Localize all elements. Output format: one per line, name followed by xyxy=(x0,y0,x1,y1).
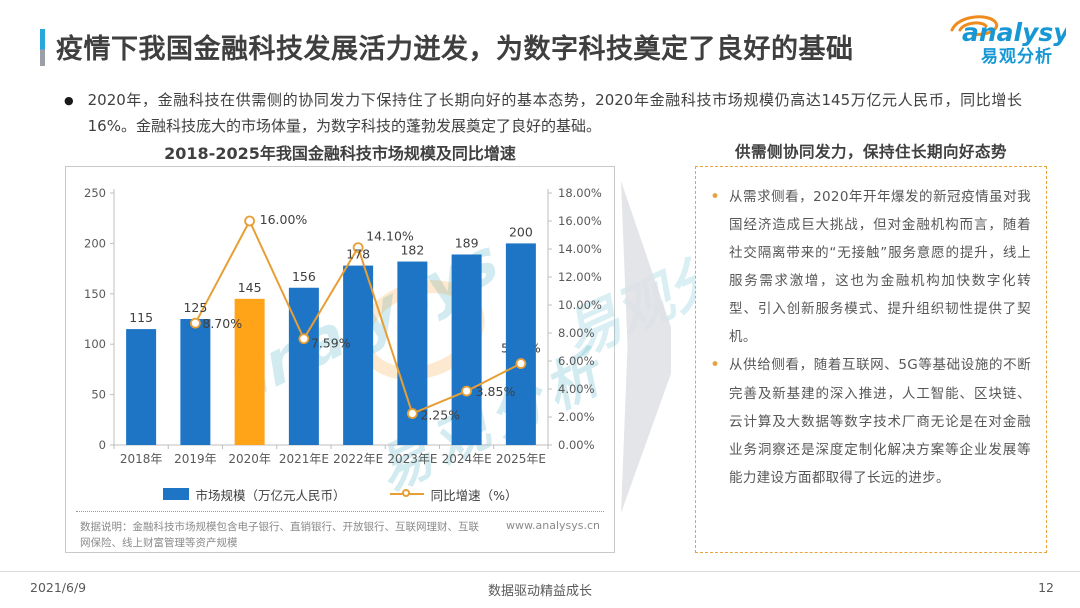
bullet-dot-icon: • xyxy=(710,355,721,376)
svg-text:2025年E: 2025年E xyxy=(496,452,546,466)
svg-text:2022年E: 2022年E xyxy=(333,452,383,466)
svg-text:14.10%: 14.10% xyxy=(366,229,414,244)
svg-text:250: 250 xyxy=(84,186,106,200)
bullet-dot-icon: • xyxy=(710,187,721,207)
legend-line-label: 同比增速（%） xyxy=(430,487,518,503)
svg-text:2023年E: 2023年E xyxy=(387,452,437,466)
svg-text:115: 115 xyxy=(129,310,153,325)
insight-bullet-supply: • 从供给侧看，随着互联网、5G等基础设施的不断完善及新基建的深入推进，人工智能… xyxy=(710,351,1031,491)
combo-chart: 250 200 150 100 50 0 18.00% 16.00% 14.00% 12.00% 1… xyxy=(84,186,602,466)
svg-text:125: 125 xyxy=(183,300,207,315)
svg-text:4.00%: 4.00% xyxy=(558,382,595,396)
svg-text:150: 150 xyxy=(84,287,106,301)
insight-title: 供需侧协同发力，保持住长期向好态势 xyxy=(734,143,1007,161)
svg-text:2020年: 2020年 xyxy=(228,452,271,466)
note-divider xyxy=(76,511,604,512)
svg-text:16.00%: 16.00% xyxy=(558,214,602,228)
logo-cn-name: 易观分析 xyxy=(981,46,1053,67)
insight-panel: • 从需求侧看，2020年开年爆发的新冠疫情虽对我国经济造成巨大挑战，但对金融机… xyxy=(695,166,1047,553)
insight-text: 从供给侧看，随着互联网、5G等基础设施的不断完善及新基建的深入推进，人工智能、区… xyxy=(729,357,1031,486)
page-number: 12 xyxy=(1038,580,1054,595)
svg-text:7.59%: 7.59% xyxy=(311,336,351,351)
svg-text:12.00%: 12.00% xyxy=(558,270,602,284)
svg-text:2024年E: 2024年E xyxy=(442,452,492,466)
chart-title: 2018-2025年我国金融科技市场规模及同比增速 xyxy=(164,144,516,163)
svg-text:6.00%: 6.00% xyxy=(558,354,595,368)
svg-text:10.00%: 10.00% xyxy=(558,298,602,312)
legend-item-growth-rate: 同比增速（%） xyxy=(389,485,518,504)
legend-line-swatch xyxy=(389,489,424,497)
svg-text:100: 100 xyxy=(84,337,106,351)
bullet-dot-icon: ● xyxy=(64,94,74,107)
svg-text:200: 200 xyxy=(509,224,533,239)
logo-wordmark: analysys xyxy=(962,18,1066,47)
svg-text:2021年E: 2021年E xyxy=(279,452,329,466)
legend-bar-label: 市场规模（万亿元人民币） xyxy=(195,487,346,503)
summary-text: 2020年，金融科技在供需侧的协同发力下保持住了长期向好的基本态势，2020年金… xyxy=(87,91,1022,135)
page-title: 疫情下我国金融科技发展活力迸发，为数字科技奠定了良好的基础 xyxy=(56,34,854,65)
svg-text:182: 182 xyxy=(400,243,424,258)
title-accent-bar xyxy=(40,29,45,66)
svg-text:3.85%: 3.85% xyxy=(476,384,516,399)
data-note: 数据说明：金融科技市场规模包含电子银行、直销银行、开放银行、互联网理财、互联网保… xyxy=(80,521,479,550)
svg-text:178: 178 xyxy=(346,247,370,262)
svg-text:8.00%: 8.00% xyxy=(558,326,595,340)
legend-item-market-size: 市场规模（万亿元人民币） xyxy=(162,485,346,504)
svg-text:50: 50 xyxy=(91,388,106,402)
transition-arrow xyxy=(621,181,671,513)
legend-bar-swatch xyxy=(162,488,189,500)
svg-text:2.00%: 2.00% xyxy=(558,410,595,424)
svg-text:8.70%: 8.70% xyxy=(202,316,242,331)
svg-text:2.25%: 2.25% xyxy=(420,408,460,423)
insight-text: 从需求侧看，2020年开年爆发的新冠疫情虽对我国经济造成巨大挑战，但对金融机构而… xyxy=(729,189,1031,346)
svg-text:145: 145 xyxy=(238,280,262,295)
svg-text:200: 200 xyxy=(84,236,106,250)
footer-divider xyxy=(0,571,1080,572)
summary-bullet: ● 2020年，金融科技在供需侧的协同发力下保持住了长期向好的基本态势，2020… xyxy=(64,88,1022,139)
svg-text:156: 156 xyxy=(292,269,316,284)
svg-text:0.00%: 0.00% xyxy=(558,438,595,452)
svg-text:0: 0 xyxy=(99,438,106,452)
svg-text:18.00%: 18.00% xyxy=(558,186,602,200)
analysys-logo: analysys 易观分析 xyxy=(938,10,1080,72)
svg-text:2018年: 2018年 xyxy=(120,452,163,466)
svg-text:2019年: 2019年 xyxy=(174,452,217,466)
svg-text:14.00%: 14.00% xyxy=(558,242,602,256)
chart-legend: 市场规模（万亿元人民币） 同比增速（%） xyxy=(66,481,614,507)
svg-text:189: 189 xyxy=(455,235,479,250)
insight-bullet-demand: • 从需求侧看，2020年开年爆发的新冠疫情虽对我国经济造成巨大挑战，但对金融机… xyxy=(710,183,1031,351)
chart-panel: analysys 易观分析 25020015010050018.00%16.00… xyxy=(65,166,615,553)
footer-slogan: 数据驱动精益成长 xyxy=(487,584,592,599)
footer-date: 2021/6/9 xyxy=(30,580,87,595)
source-url[interactable]: www.analysys.cn xyxy=(506,519,600,532)
svg-text:16.00%: 16.00% xyxy=(260,212,308,227)
logo-swirl-icon xyxy=(950,15,999,36)
